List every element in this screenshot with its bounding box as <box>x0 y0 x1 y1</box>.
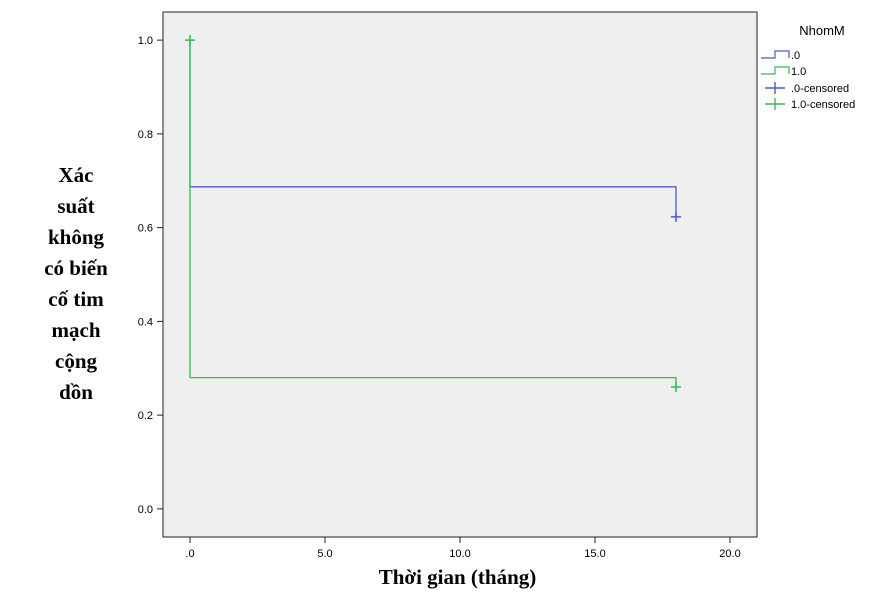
x-axis-label: Thời gian (tháng) <box>378 565 537 589</box>
legend: NhomM .0 1.0 .0-censored 1.0-censored <box>761 23 855 111</box>
legend-entry: 1.0 <box>791 66 806 78</box>
y-axis-label-line: dồn <box>59 380 93 404</box>
legend-censored-swatch <box>765 82 785 94</box>
y-axis-label-line: có biến <box>44 256 108 280</box>
y-tick-label: 0.2 <box>138 410 153 422</box>
legend-entry: .0 <box>791 50 800 62</box>
y-axis-label-line: cộng <box>55 349 97 373</box>
y-tick-label: 0.8 <box>138 129 153 141</box>
legend-entry: 1.0-censored <box>791 99 855 111</box>
y-axis-label: Xác suất không có biến cố tim mạch cộng dồn <box>20 160 132 408</box>
censored-marker <box>671 211 681 222</box>
y-axis-label-line: suất <box>57 194 95 218</box>
plot-area <box>162 11 758 538</box>
y-axis-label-line: Xác <box>58 163 94 187</box>
y-tick-label: 0.4 <box>138 316 153 328</box>
y-tick-label: 0.0 <box>138 504 153 516</box>
censored-marker <box>185 35 195 46</box>
x-tick-label: 10.0 <box>449 548 470 560</box>
legend-title: NhomM <box>799 23 845 38</box>
censored-marker <box>671 382 681 392</box>
legend-censored-swatch <box>765 98 785 110</box>
y-axis-label-line: cố tim <box>48 287 104 311</box>
y-tick-label: 1.0 <box>138 35 153 47</box>
legend-step-swatch <box>761 50 790 59</box>
legend-entry: .0-censored <box>791 83 849 95</box>
x-tick-label: 15.0 <box>584 548 605 560</box>
x-tick-label: 5.0 <box>317 548 332 560</box>
legend-step-swatch <box>761 66 790 75</box>
x-tick-label: .0 <box>185 548 194 560</box>
x-tick-label: 20.0 <box>719 548 740 560</box>
y-axis: 0.0 0.2 0.4 0.6 0.8 1.0 <box>138 35 163 516</box>
series-layer <box>185 35 681 392</box>
x-axis: .0 5.0 10.0 15.0 20.0 <box>185 537 741 560</box>
y-axis-label-line: mạch <box>51 318 101 342</box>
y-axis-label-line: không <box>47 225 105 249</box>
y-tick-label: 0.6 <box>138 223 153 235</box>
